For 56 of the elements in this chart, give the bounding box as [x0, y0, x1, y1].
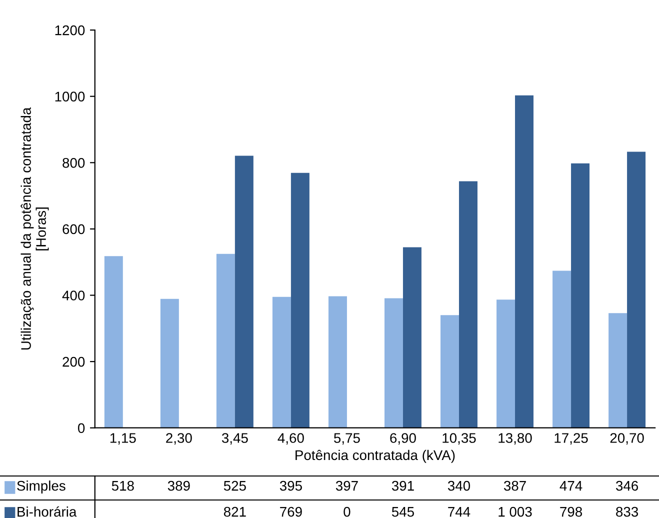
bar [515, 95, 534, 428]
y-tick-label: 200 [62, 356, 85, 367]
y-tick-label: 600 [62, 224, 85, 234]
x-axis-title: Potência contratada (kVA) [296, 450, 455, 463]
data-label: 346 [616, 480, 638, 491]
bar [458, 181, 478, 428]
data-label: 744 [448, 507, 470, 517]
y-tick-label: 800 [62, 158, 85, 168]
legend-label: Simples [17, 480, 66, 494]
data-label: 391 [392, 480, 414, 491]
bar [440, 315, 459, 428]
data-label: 769 [280, 506, 302, 517]
y-tick-label: 1200 [55, 25, 85, 36]
data-label: 518 [112, 480, 134, 491]
bar [234, 156, 254, 428]
y-tick-label: 1000 [55, 92, 85, 102]
bar [216, 254, 235, 428]
bar [608, 313, 628, 428]
data-label: 798 [560, 506, 582, 517]
bar [402, 247, 422, 428]
bar [496, 300, 516, 428]
data-label: 525 [224, 480, 246, 491]
data-label: 387 [504, 480, 526, 491]
data-label: 1 003 [498, 506, 532, 517]
data-label: 395 [280, 480, 302, 491]
x-tick-label: 10,35 [442, 433, 476, 445]
x-tick-label: 17,25 [554, 433, 588, 445]
data-label: 474 [560, 481, 582, 491]
x-tick-label: 5,75 [334, 433, 360, 445]
bar [552, 270, 572, 428]
x-tick-label: 13,80 [498, 433, 532, 445]
legend-label: Bi-horária [18, 506, 77, 517]
bar [290, 172, 310, 428]
data-label: 340 [448, 480, 470, 491]
bar [104, 256, 123, 428]
x-tick-label: 20,70 [610, 433, 644, 445]
data-label: 0 [344, 506, 350, 517]
bar [571, 163, 590, 428]
bar [627, 152, 646, 428]
y-tick-label: 0 [78, 423, 85, 434]
x-tick-label: 2,30 [166, 433, 192, 445]
bar [160, 298, 179, 428]
y-axis-title: Utilização anual da potência contratada [Horas] [20, 107, 49, 350]
x-tick-label: 4,60 [278, 433, 304, 445]
x-tick-label: 6,90 [390, 433, 416, 445]
bar [272, 296, 291, 428]
data-label: 833 [616, 506, 638, 517]
bar [328, 296, 347, 428]
data-label: 821 [224, 506, 246, 517]
x-tick-label: 3,45 [222, 433, 248, 445]
y-tick-label: 400 [62, 290, 85, 300]
x-tick-label: 1,15 [110, 433, 136, 445]
data-label: 545 [392, 507, 414, 517]
data-label: 389 [168, 480, 190, 491]
data-label: 397 [336, 480, 358, 491]
bar [384, 298, 403, 428]
